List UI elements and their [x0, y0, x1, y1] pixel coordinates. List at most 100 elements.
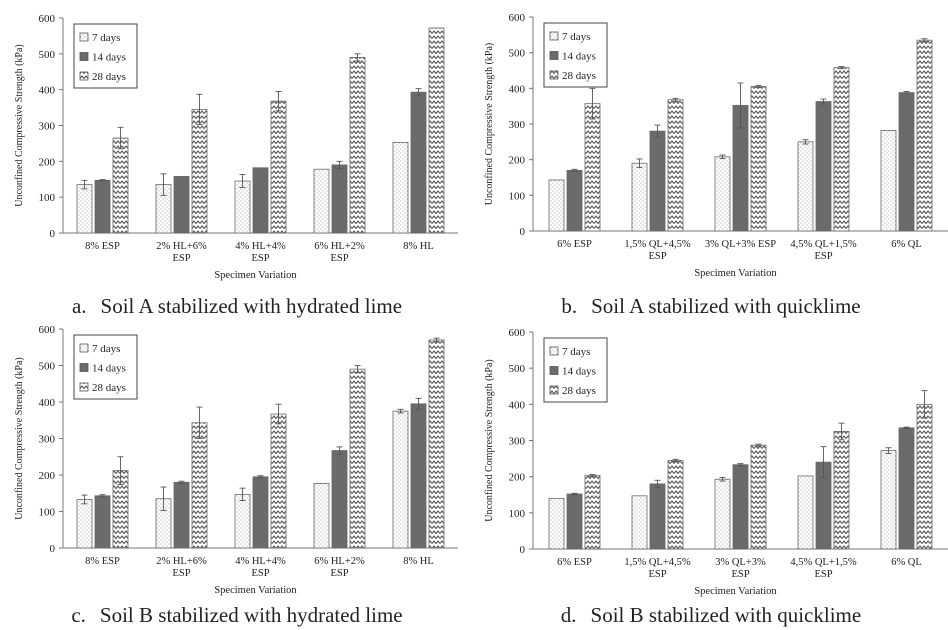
x-tick-label: ESP	[172, 568, 190, 579]
bar	[833, 67, 850, 232]
x-tick-label: ESP	[172, 253, 190, 264]
legend-label: 14 days	[562, 366, 596, 378]
bar	[349, 57, 366, 234]
bar	[797, 141, 814, 232]
bar	[392, 410, 409, 549]
bar	[331, 450, 348, 549]
x-tick-label: 8% ESP	[85, 556, 120, 567]
x-tick-label: 6% ESP	[557, 239, 592, 250]
y-tick-label: 600	[39, 13, 56, 25]
x-axis-title: Specimen Variation	[694, 586, 777, 597]
caption-text: Soil B stabilized with quicklime	[590, 603, 862, 627]
bar	[566, 493, 583, 550]
legend-swatch	[79, 52, 89, 61]
bar	[76, 499, 93, 549]
x-tick-label: ESP	[648, 251, 666, 262]
legend-swatch	[79, 32, 89, 42]
x-tick-label: ESP	[330, 568, 348, 579]
bar	[584, 103, 601, 232]
caption-letter: c.	[71, 603, 86, 627]
chart-panel-b: 0 100 200 300 400 500 600 Unconfined Compressiv…	[474, 0, 948, 318]
x-tick-label: ESP	[330, 253, 348, 264]
bar	[898, 92, 915, 232]
bar	[898, 427, 915, 550]
x-tick-label: 4% HL+4%	[235, 241, 286, 252]
y-tick-label: 200	[39, 156, 56, 168]
chart-panel-a: 0 100 200 300 400 500 600 Unconfined Compressiv…	[0, 0, 474, 318]
legend-swatch	[549, 385, 559, 395]
bar	[548, 179, 565, 232]
legend-swatch	[79, 382, 89, 392]
y-tick-label: 200	[39, 470, 56, 482]
x-axis-title: Specimen Variation	[214, 270, 297, 281]
x-tick-label: 6% QL	[891, 239, 922, 250]
x-tick-label: ESP	[814, 569, 832, 580]
y-axis-title: Unconfined Compressive Strength (kPa)	[484, 359, 495, 521]
y-tick-label: 600	[509, 12, 526, 24]
y-tick-label: 300	[39, 434, 56, 446]
bar	[252, 476, 269, 549]
y-tick-label: 0	[520, 544, 526, 556]
y-tick-label: 400	[509, 399, 526, 411]
legend-swatch	[79, 363, 89, 372]
bar	[880, 130, 897, 232]
bar	[667, 99, 684, 232]
x-tick-label: 6% QL	[891, 557, 922, 568]
legend-label: 7 days	[92, 343, 120, 355]
x-tick-label: 3% QL+3% ESP	[705, 239, 776, 250]
y-tick-label: 0	[50, 228, 56, 240]
y-tick-label: 300	[509, 119, 526, 131]
legend-label: 28 days	[92, 382, 126, 394]
x-tick-label: 4,5% QL+1,5%	[790, 557, 857, 568]
y-axis-title: Unconfined Compressive Strength (kPa)	[484, 43, 495, 205]
bar-chart-c: 0 100 200 300 400 500 600 Unconfined Compressiv…	[14, 324, 458, 596]
caption-text: Soil B stabilized with hydrated lime	[99, 603, 403, 627]
bar-chart-a: 0 100 200 300 400 500 600 Unconfined Compressiv…	[14, 13, 458, 281]
y-tick-label: 400	[39, 85, 56, 97]
x-tick-label: 8% HL	[403, 241, 434, 252]
bar	[428, 27, 445, 234]
bar	[649, 483, 666, 550]
y-tick-label: 300	[509, 436, 526, 448]
bar	[916, 39, 933, 232]
legend-label: 7 days	[92, 32, 120, 44]
bar	[331, 164, 348, 234]
x-tick-label: 1,5% QL+4,5%	[624, 557, 691, 568]
x-tick-label: 1,5% QL+4,5%	[624, 239, 691, 250]
bar	[584, 475, 601, 550]
caption-a: a. Soil A stabilized with hydrated lime	[0, 294, 474, 319]
bar	[548, 497, 565, 550]
bar	[349, 368, 366, 549]
caption-letter: a.	[71, 294, 87, 318]
legend-label: 28 days	[562, 70, 596, 82]
bar	[714, 156, 731, 232]
bar	[833, 431, 850, 550]
bar	[732, 464, 749, 550]
y-tick-label: 0	[50, 543, 56, 555]
caption-b: b. Soil A stabilized with quicklime	[474, 294, 948, 319]
y-axis-title: Unconfined Compressive Strength (kPa)	[14, 357, 25, 519]
x-tick-label: ESP	[251, 568, 269, 579]
bar	[270, 100, 287, 234]
x-tick-label: 2% HL+6%	[156, 241, 207, 252]
bar	[631, 495, 648, 550]
bar-chart-b: 0 100 200 300 400 500 600 Unconfined Compressiv…	[484, 12, 948, 279]
y-tick-label: 0	[520, 226, 526, 238]
x-tick-label: 6% HL+2%	[314, 556, 365, 567]
chart-panel-c: 0 100 200 300 400 500 600 Unconfined Compressiv…	[0, 315, 474, 630]
caption-letter: d.	[560, 603, 577, 627]
x-axis-title: Specimen Variation	[694, 268, 777, 279]
y-tick-label: 100	[39, 507, 56, 519]
caption-text: Soil A stabilized with quicklime	[591, 294, 861, 318]
caption-c: c. Soil B stabilized with hydrated lime	[0, 603, 474, 628]
legend-label: 14 days	[562, 51, 596, 63]
x-tick-label: ESP	[251, 253, 269, 264]
x-tick-label: 8% HL	[403, 556, 434, 567]
bar	[566, 169, 583, 232]
bar	[191, 422, 208, 549]
caption-text: Soil A stabilized with hydrated lime	[100, 294, 403, 318]
y-tick-label: 100	[39, 192, 56, 204]
x-tick-label: ESP	[648, 569, 666, 580]
bar	[252, 167, 269, 234]
y-tick-label: 100	[509, 508, 526, 520]
